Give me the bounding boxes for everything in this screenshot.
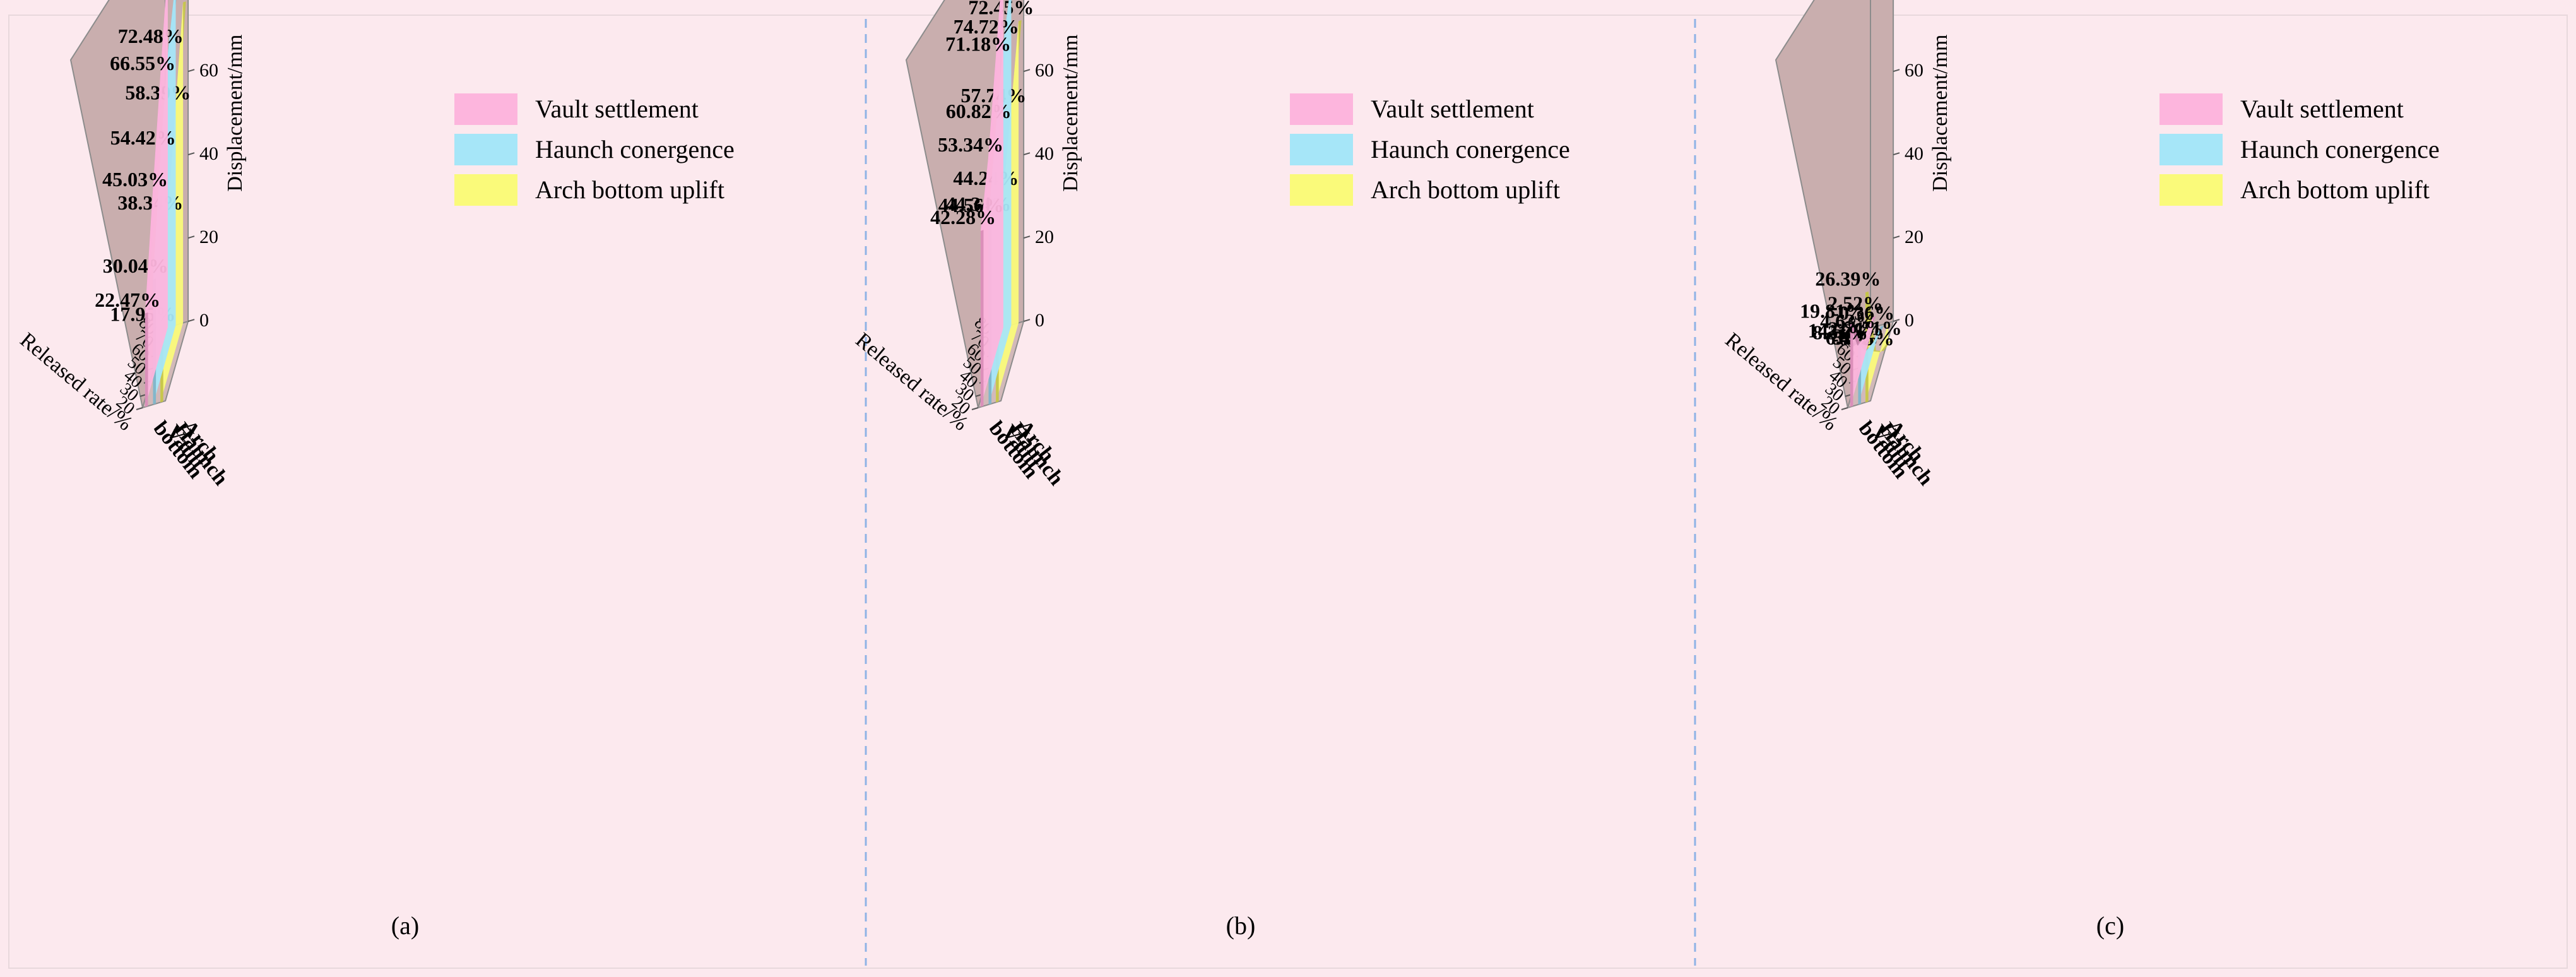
z-axis-label: Displacement/mm bbox=[1059, 35, 1082, 192]
x-tick-mark bbox=[971, 407, 979, 410]
z-tick-label: 40 bbox=[199, 143, 218, 164]
z-tick-mark bbox=[187, 319, 195, 323]
x-tick-mark bbox=[136, 407, 143, 410]
z-axis-label: Displacement/mm bbox=[1929, 35, 1952, 192]
ribbon-front-1 bbox=[980, 0, 1003, 407]
legend-label: Vault settlement bbox=[2240, 95, 2404, 123]
ribbon-end-1 bbox=[980, 230, 984, 407]
ribbon-front-2 bbox=[1858, 325, 1881, 405]
z-tick-label: 0 bbox=[1035, 310, 1044, 331]
legend: Vault settlement Haunch conergence Arch bo… bbox=[2159, 93, 2440, 206]
ribbon-front-3 bbox=[1865, 292, 1889, 403]
z-tick-mark bbox=[1023, 152, 1031, 156]
legend-label: Vault settlement bbox=[535, 95, 699, 123]
z-tick-label: 60 bbox=[199, 60, 218, 81]
data-label: 26.39% bbox=[1815, 268, 1881, 290]
z-tick-mark bbox=[1893, 235, 1900, 239]
legend-label: Arch bottom uplift bbox=[1371, 175, 1560, 204]
z-tick-mark bbox=[1023, 235, 1031, 239]
ribbon-end-1 bbox=[1850, 323, 1853, 407]
z-tick-mark bbox=[1023, 319, 1031, 323]
legend-label: Vault settlement bbox=[1371, 95, 1534, 123]
data-label: 8.31% bbox=[1812, 321, 1868, 343]
data-label: 71.18% bbox=[945, 32, 1011, 55]
legend-label: Arch bottom uplift bbox=[2240, 175, 2430, 204]
legend-swatch bbox=[2159, 93, 2223, 125]
figure-frame bbox=[8, 15, 2568, 969]
z-tick-label: 0 bbox=[1905, 310, 1914, 331]
data-label: 66.55% bbox=[110, 52, 175, 74]
panel-label: (c) bbox=[2096, 911, 2124, 940]
legend-swatch bbox=[454, 93, 517, 125]
z-tick-label: 40 bbox=[1035, 143, 1054, 164]
legend: Vault settlement Haunch conergence Arch bo… bbox=[454, 93, 735, 206]
ribbon-front-1 bbox=[1850, 317, 1873, 407]
legend-swatch bbox=[1290, 134, 1353, 165]
data-label: 74.72% bbox=[954, 15, 1019, 38]
data-label: 72.48% bbox=[118, 25, 184, 47]
z-tick-mark bbox=[1893, 152, 1900, 156]
z-tick-label: 20 bbox=[1905, 227, 1923, 247]
panel-label: (b) bbox=[1226, 911, 1256, 940]
legend-label: Haunch conergence bbox=[535, 135, 735, 163]
z-tick-label: 20 bbox=[199, 227, 218, 247]
legend-swatch bbox=[1290, 93, 1353, 125]
data-label: 4.63% bbox=[1820, 310, 1876, 333]
data-label: 2.52% bbox=[1828, 292, 1883, 315]
legend-swatch bbox=[2159, 174, 2223, 206]
z-tick-mark bbox=[187, 69, 195, 73]
data-label: 45.03% bbox=[102, 168, 168, 191]
legend-label: Haunch conergence bbox=[1371, 135, 1570, 163]
data-label: 14.52% bbox=[1808, 319, 1874, 342]
data-label: 53.34% bbox=[938, 133, 1003, 156]
panel-label: (a) bbox=[391, 911, 419, 940]
z-tick-mark bbox=[1893, 69, 1900, 73]
z-tick-mark bbox=[1023, 69, 1031, 73]
legend-label: Haunch conergence bbox=[2240, 135, 2440, 163]
legend: Vault settlement Haunch conergence Arch bo… bbox=[1290, 93, 1570, 206]
x-tick-mark bbox=[1841, 407, 1848, 410]
data-label: 58.39% bbox=[125, 81, 191, 104]
legend-swatch bbox=[454, 174, 517, 206]
z-tick-label: 60 bbox=[1035, 60, 1054, 81]
legend-swatch bbox=[2159, 134, 2223, 165]
legend-swatch bbox=[454, 134, 517, 165]
data-label: -0.36% bbox=[1832, 302, 1894, 324]
z-tick-label: 40 bbox=[1905, 143, 1923, 164]
data-label: 42.28% bbox=[930, 206, 996, 228]
z-tick-mark bbox=[187, 152, 195, 156]
data-label: 22.47% bbox=[95, 288, 160, 311]
legend-label: Arch bottom uplift bbox=[535, 175, 724, 204]
ribbon-top-3 bbox=[1865, 292, 1891, 352]
legend-swatch bbox=[1290, 174, 1353, 206]
z-tick-label: 0 bbox=[199, 310, 209, 331]
z-tick-mark bbox=[187, 235, 195, 239]
z-tick-mark bbox=[1893, 319, 1900, 323]
ribbon-top-1 bbox=[1850, 316, 1876, 346]
z-tick-label: 60 bbox=[1905, 60, 1923, 81]
ribbon-end-1 bbox=[145, 312, 148, 407]
z-axis-label: Displacement/mm bbox=[223, 35, 247, 192]
data-label: 19.81% bbox=[1800, 299, 1865, 322]
ribbon-front-1 bbox=[145, 0, 168, 407]
z-tick-label: 20 bbox=[1035, 227, 1054, 247]
